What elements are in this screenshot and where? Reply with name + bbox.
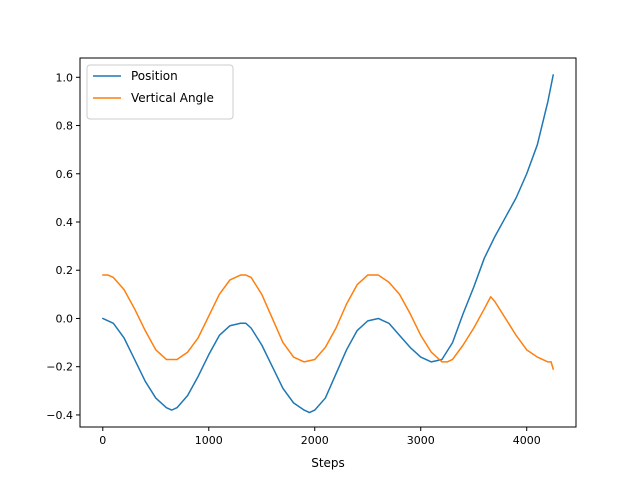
series-line-0 bbox=[102, 74, 554, 414]
series-layer bbox=[102, 74, 554, 414]
y-tick-label: −0.4 bbox=[46, 409, 73, 422]
y-tick-label: −0.2 bbox=[46, 361, 73, 374]
legend-box bbox=[86, 64, 234, 120]
y-tick-label: 0.6 bbox=[56, 168, 74, 181]
legend-label: Position bbox=[131, 69, 178, 83]
y-tick-label: 0.4 bbox=[56, 216, 74, 229]
y-tick-label: 1.0 bbox=[56, 71, 74, 84]
legend-label: Vertical Angle bbox=[131, 91, 214, 105]
x-tick-label: 3000 bbox=[407, 434, 435, 447]
y-tick-label: 0.2 bbox=[56, 264, 74, 277]
x-axis-ticks: 0 1000 2000 3000 4000 bbox=[99, 427, 541, 447]
y-tick-label: 0.8 bbox=[56, 120, 74, 133]
x-tick-label: 0 bbox=[99, 434, 106, 447]
legend: Position Vertical Angle bbox=[86, 64, 234, 120]
x-tick-label: 1000 bbox=[195, 434, 223, 447]
x-tick-label: 4000 bbox=[513, 434, 541, 447]
y-tick-label: 0.0 bbox=[56, 312, 74, 325]
x-tick-label: 2000 bbox=[301, 434, 329, 447]
series-line-1 bbox=[102, 274, 554, 370]
x-axis-label: Steps bbox=[311, 456, 345, 470]
axes-frame bbox=[79, 57, 577, 428]
y-axis-ticks: −0.4 −0.2 0.0 0.2 0.4 0.6 0.8 1.0 bbox=[46, 71, 80, 422]
